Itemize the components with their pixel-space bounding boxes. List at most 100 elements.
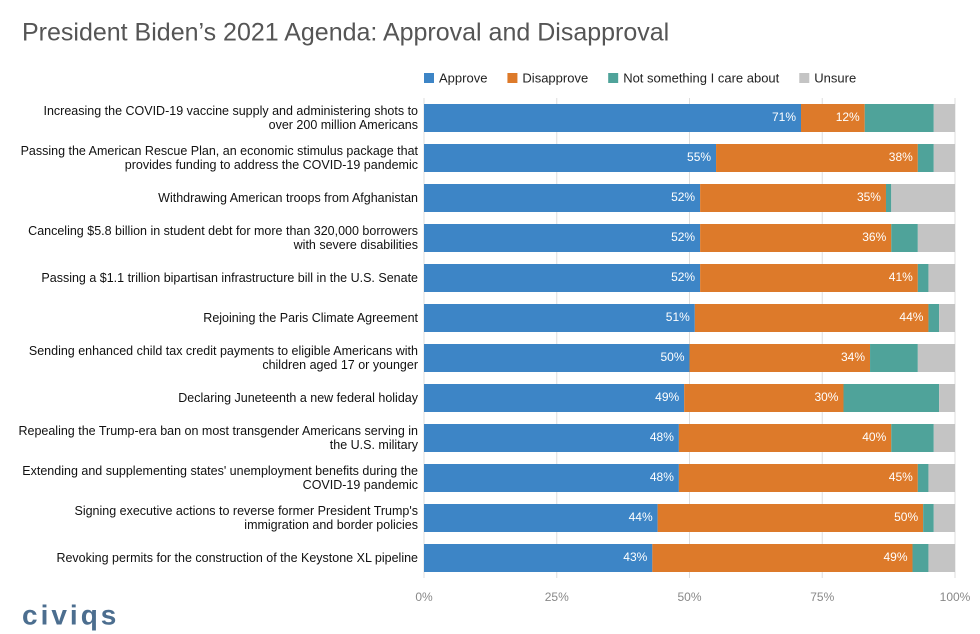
bar-segment <box>684 384 844 412</box>
bar-segment <box>424 104 802 132</box>
bar-segment <box>700 224 892 252</box>
value-label: 52% <box>671 230 695 244</box>
value-label: 50% <box>660 350 684 364</box>
category-label: Increasing the COVID-19 vaccine supply a… <box>43 104 419 132</box>
category-label: Passing the American Rescue Plan, an eco… <box>20 144 418 172</box>
x-tick-label: 25% <box>545 590 569 604</box>
bar-segment <box>424 464 679 492</box>
legend-swatch <box>799 73 810 83</box>
bar-segment <box>917 144 934 172</box>
bar-segment <box>700 184 886 212</box>
value-label: 36% <box>862 230 886 244</box>
bar-segment <box>424 184 701 212</box>
bar-segment <box>891 424 934 452</box>
category-label: Declaring Juneteenth a new federal holid… <box>178 391 418 405</box>
value-label: 49% <box>883 550 907 564</box>
x-tick-label: 0% <box>415 590 433 604</box>
value-label: 40% <box>862 430 886 444</box>
chart-title: President Biden’s 2021 Agenda: Approval … <box>22 19 669 47</box>
legend-label: Unsure <box>814 70 856 85</box>
value-label: 44% <box>899 310 923 324</box>
bar-segment <box>917 464 929 492</box>
bar-segment <box>424 304 695 332</box>
value-label: 50% <box>894 510 918 524</box>
value-label: 34% <box>841 350 865 364</box>
value-label: 35% <box>857 190 881 204</box>
bar-segment <box>424 424 679 452</box>
bar-segment <box>424 344 690 372</box>
bar-segment <box>424 544 653 572</box>
bar-segment <box>424 504 658 532</box>
bar-segment <box>424 384 685 412</box>
bar-segment <box>716 144 918 172</box>
bar-segment <box>939 384 955 412</box>
legend-swatch <box>608 73 619 83</box>
value-label: 30% <box>814 390 838 404</box>
bar-segment <box>928 264 955 292</box>
category-label: Passing a $1.1 trillion bipartisan infra… <box>41 271 418 285</box>
bar-segment <box>928 304 940 332</box>
category-label: Extending and supplementing states' unem… <box>22 464 418 492</box>
bar-segment <box>652 544 913 572</box>
bar-segment <box>912 544 929 572</box>
value-label: 38% <box>889 150 913 164</box>
legend-label: Not something I care about <box>623 70 779 85</box>
bar-segment <box>424 224 701 252</box>
bar-segment <box>678 424 892 452</box>
category-label: Signing executive actions to reverse for… <box>74 504 418 532</box>
bar-segment <box>885 184 892 212</box>
legend-label: Disapprove <box>522 70 588 85</box>
bar-segment <box>870 344 918 372</box>
value-label: 52% <box>671 270 695 284</box>
bar-segment <box>928 544 955 572</box>
bar-segment <box>939 304 955 332</box>
value-label: 41% <box>889 270 913 284</box>
value-label: 52% <box>671 190 695 204</box>
x-tick-label: 50% <box>677 590 701 604</box>
bar-segment <box>928 464 955 492</box>
bar-segment <box>801 104 865 132</box>
value-label: 71% <box>772 110 796 124</box>
bar-segment <box>689 344 871 372</box>
legend-swatch <box>424 73 434 83</box>
x-tick-label: 75% <box>810 590 834 604</box>
bar-segment <box>917 344 955 372</box>
value-label: 49% <box>655 390 679 404</box>
bar-segment <box>933 504 955 532</box>
bar-segment <box>933 424 955 452</box>
x-tick-label: 100% <box>940 590 971 604</box>
bar-segment <box>891 184 955 212</box>
bar-segment <box>933 144 955 172</box>
bar-segment <box>678 464 918 492</box>
bar-segment <box>933 104 955 132</box>
bar-segment <box>694 304 929 332</box>
category-label: Repealing the Trump-era ban on most tran… <box>18 424 418 452</box>
bar-segment <box>424 264 701 292</box>
bar-segment <box>891 224 918 252</box>
category-label: Revoking permits for the construction of… <box>56 551 418 565</box>
category-label: Sending enhanced child tax credit paymen… <box>28 344 418 372</box>
legend-label: Approve <box>439 70 487 85</box>
legend-swatch <box>507 73 518 83</box>
logo: civiqs <box>22 599 119 630</box>
bar-segment <box>917 264 929 292</box>
value-label: 44% <box>629 510 653 524</box>
bar-segment <box>843 384 940 412</box>
value-label: 48% <box>650 430 674 444</box>
bar-segment <box>700 264 918 292</box>
bar-segment <box>923 504 934 532</box>
value-label: 12% <box>836 110 860 124</box>
category-label: Rejoining the Paris Climate Agreement <box>203 311 418 325</box>
category-label: Withdrawing American troops from Afghani… <box>158 191 418 205</box>
bar-segment <box>424 144 717 172</box>
value-label: 45% <box>889 470 913 484</box>
value-label: 48% <box>650 470 674 484</box>
value-label: 43% <box>623 550 647 564</box>
value-label: 51% <box>666 310 690 324</box>
value-label: 55% <box>687 150 711 164</box>
category-label: Canceling $5.8 billion in student debt f… <box>28 224 418 252</box>
bar-segment <box>917 224 955 252</box>
bar-segment <box>657 504 924 532</box>
